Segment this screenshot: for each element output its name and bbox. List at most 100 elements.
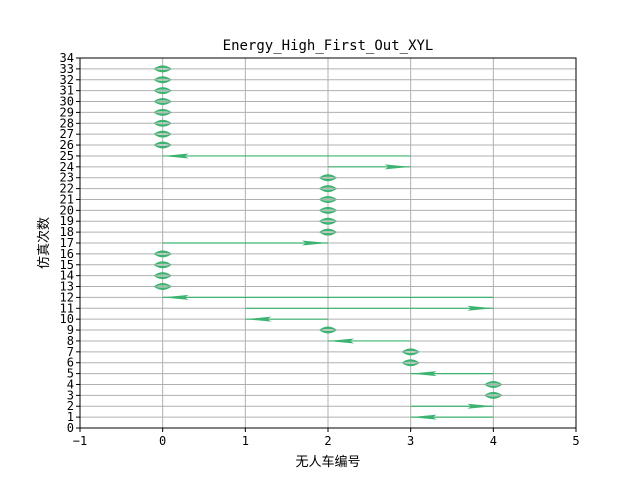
- arrow-mark: [153, 76, 172, 84]
- arrow-mark: [153, 130, 172, 138]
- arrow-head-down: [153, 275, 172, 280]
- y-tick-label: 14: [60, 269, 74, 283]
- arrow-head-up: [153, 130, 172, 135]
- x-tick-label: 0: [159, 434, 166, 448]
- y-tick-label: 34: [60, 51, 74, 65]
- y-tick-label: 9: [67, 323, 74, 337]
- arrow-mark: [162, 153, 411, 159]
- arrow-head-down: [153, 134, 172, 138]
- arrow-head-up: [484, 380, 503, 385]
- arrow-mark: [484, 380, 503, 388]
- arrow-mark: [328, 164, 411, 170]
- y-tick-label: 10: [60, 312, 74, 326]
- arrow-head: [384, 164, 411, 170]
- arrow-head: [302, 240, 328, 246]
- y-tick-label: 6: [67, 356, 74, 370]
- arrow-mark: [153, 261, 172, 269]
- arrow-mark: [162, 240, 328, 246]
- arrow-head: [162, 153, 189, 159]
- arrow-head-down: [153, 68, 172, 73]
- x-tick-label: 4: [490, 434, 497, 448]
- arrow-head-up: [153, 261, 172, 265]
- arrow-head-up: [319, 217, 337, 222]
- y-tick-label: 13: [60, 280, 74, 294]
- y-tick-label: 3: [67, 388, 74, 402]
- arrow-mark: [153, 98, 172, 106]
- y-tick-label: 28: [60, 116, 74, 130]
- y-tick-label: 23: [60, 171, 74, 185]
- arrow-head-up: [153, 108, 172, 113]
- y-tick-label: 0: [67, 421, 74, 435]
- arrow-mark: [410, 414, 494, 420]
- arrow-head: [245, 316, 272, 322]
- arrow-head: [410, 414, 437, 420]
- arrow-head: [162, 294, 189, 300]
- arrow-mark: [401, 348, 420, 356]
- arrow-marks: [153, 65, 503, 420]
- arrow-head: [410, 371, 437, 377]
- arrow-head-up: [319, 195, 337, 200]
- y-tick-label: 26: [60, 138, 74, 152]
- arrow-head-down: [319, 221, 337, 225]
- arrow-head-up: [484, 391, 503, 396]
- arrow-head-down: [153, 264, 172, 269]
- arrow-head-down: [153, 112, 172, 116]
- arrow-head-down: [153, 123, 172, 127]
- arrow-mark: [410, 371, 494, 377]
- y-tick-label: 1: [67, 410, 74, 424]
- arrow-head-up: [153, 283, 172, 287]
- x-tick-label: 1: [242, 434, 249, 448]
- y-tick-label: 25: [60, 149, 74, 163]
- y-ticks: 0123456789101112131415161718192021222324…: [60, 51, 80, 435]
- arrow-head-down: [401, 362, 420, 367]
- arrow-head-up: [319, 174, 337, 178]
- arrow-head-up: [401, 359, 420, 363]
- arrow-head-down: [319, 330, 337, 334]
- arrow-head-up: [319, 228, 337, 233]
- arrow-mark: [162, 294, 494, 300]
- x-axis-label: 无人车编号: [295, 454, 360, 470]
- arrow-mark: [245, 316, 328, 322]
- arrow-mark: [153, 250, 172, 258]
- arrow-head: [467, 305, 494, 311]
- y-tick-label: 18: [60, 225, 74, 239]
- y-tick-label: 16: [60, 247, 74, 261]
- x-tick-label: 5: [572, 434, 579, 448]
- arrow-head-down: [153, 79, 172, 84]
- y-tick-label: 21: [60, 192, 74, 206]
- arrow-head-up: [319, 206, 337, 211]
- arrow-mark: [245, 305, 494, 311]
- arrow-mark: [319, 206, 337, 214]
- y-tick-label: 32: [60, 73, 74, 87]
- y-tick-label: 15: [60, 258, 74, 272]
- arrow-head-down: [153, 145, 172, 149]
- chart-title: Energy_High_First_Out_XYL: [223, 38, 434, 54]
- arrow-mark: [319, 185, 337, 193]
- y-tick-label: 8: [67, 334, 74, 348]
- arrow-head-up: [153, 98, 172, 102]
- arrow-head-down: [319, 199, 337, 203]
- arrow-head-up: [401, 348, 420, 352]
- y-tick-label: 27: [60, 127, 74, 141]
- arrow-head: [328, 338, 354, 344]
- y-tick-label: 20: [60, 203, 74, 217]
- arrow-head-up: [153, 141, 172, 146]
- y-tick-label: 33: [60, 62, 74, 76]
- y-tick-label: 31: [60, 84, 74, 98]
- arrow-head-up: [319, 326, 337, 331]
- arrow-head-down: [319, 210, 337, 214]
- arrow-head-up: [153, 250, 172, 254]
- arrow-mark: [153, 119, 172, 127]
- arrow-mark: [153, 108, 172, 116]
- arrow-mark: [401, 359, 420, 367]
- arrow-mark: [319, 228, 337, 236]
- arrow-mark: [153, 65, 172, 73]
- arrow-head-down: [153, 286, 172, 291]
- arrow-mark: [319, 326, 337, 334]
- arrow-head-down: [153, 253, 172, 258]
- y-tick-label: 4: [67, 377, 74, 391]
- y-tick-label: 19: [60, 214, 74, 228]
- y-axis-label: 仿真次数: [36, 217, 52, 269]
